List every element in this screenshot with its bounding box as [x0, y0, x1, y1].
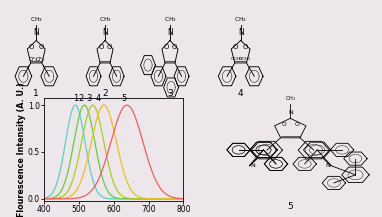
Text: CH$_3$: CH$_3$: [285, 94, 296, 103]
Text: CH$_3$: CH$_3$: [163, 15, 176, 24]
Text: OCH$_3$: OCH$_3$: [238, 56, 251, 63]
Text: OCH$_3$: OCH$_3$: [230, 56, 244, 63]
Text: CF$_3$: CF$_3$: [28, 55, 38, 64]
Text: O: O: [233, 44, 238, 50]
Text: 5: 5: [287, 202, 293, 211]
Text: N: N: [288, 110, 293, 115]
Text: N: N: [33, 28, 39, 37]
Text: 5: 5: [121, 94, 127, 103]
Text: 2: 2: [102, 89, 108, 98]
Text: CH$_3$: CH$_3$: [99, 15, 112, 24]
Text: CH$_3$: CH$_3$: [30, 15, 43, 24]
Text: O: O: [107, 44, 112, 50]
Text: O: O: [38, 44, 44, 50]
Text: 3: 3: [87, 94, 92, 103]
Text: CH$_3$: CH$_3$: [234, 15, 247, 24]
Text: O: O: [282, 122, 286, 127]
Text: 3: 3: [167, 89, 173, 98]
Y-axis label: Flourescence Intensity (A. U.): Flourescence Intensity (A. U.): [17, 82, 26, 217]
Text: 2: 2: [79, 94, 84, 103]
Text: O: O: [98, 44, 104, 50]
Text: O: O: [243, 44, 248, 50]
Text: 1: 1: [73, 94, 78, 103]
Text: N: N: [238, 28, 244, 37]
Text: O: O: [29, 44, 34, 50]
Text: O: O: [172, 44, 177, 50]
Text: N: N: [167, 28, 173, 37]
Text: 1: 1: [33, 89, 39, 98]
Text: N: N: [251, 163, 256, 168]
Text: N: N: [102, 28, 108, 37]
Text: O: O: [295, 122, 299, 127]
Text: N: N: [325, 163, 330, 168]
Text: O: O: [163, 44, 168, 50]
Text: CF$_3$: CF$_3$: [35, 55, 45, 64]
Text: 4: 4: [238, 89, 243, 98]
Text: 4: 4: [96, 94, 101, 103]
